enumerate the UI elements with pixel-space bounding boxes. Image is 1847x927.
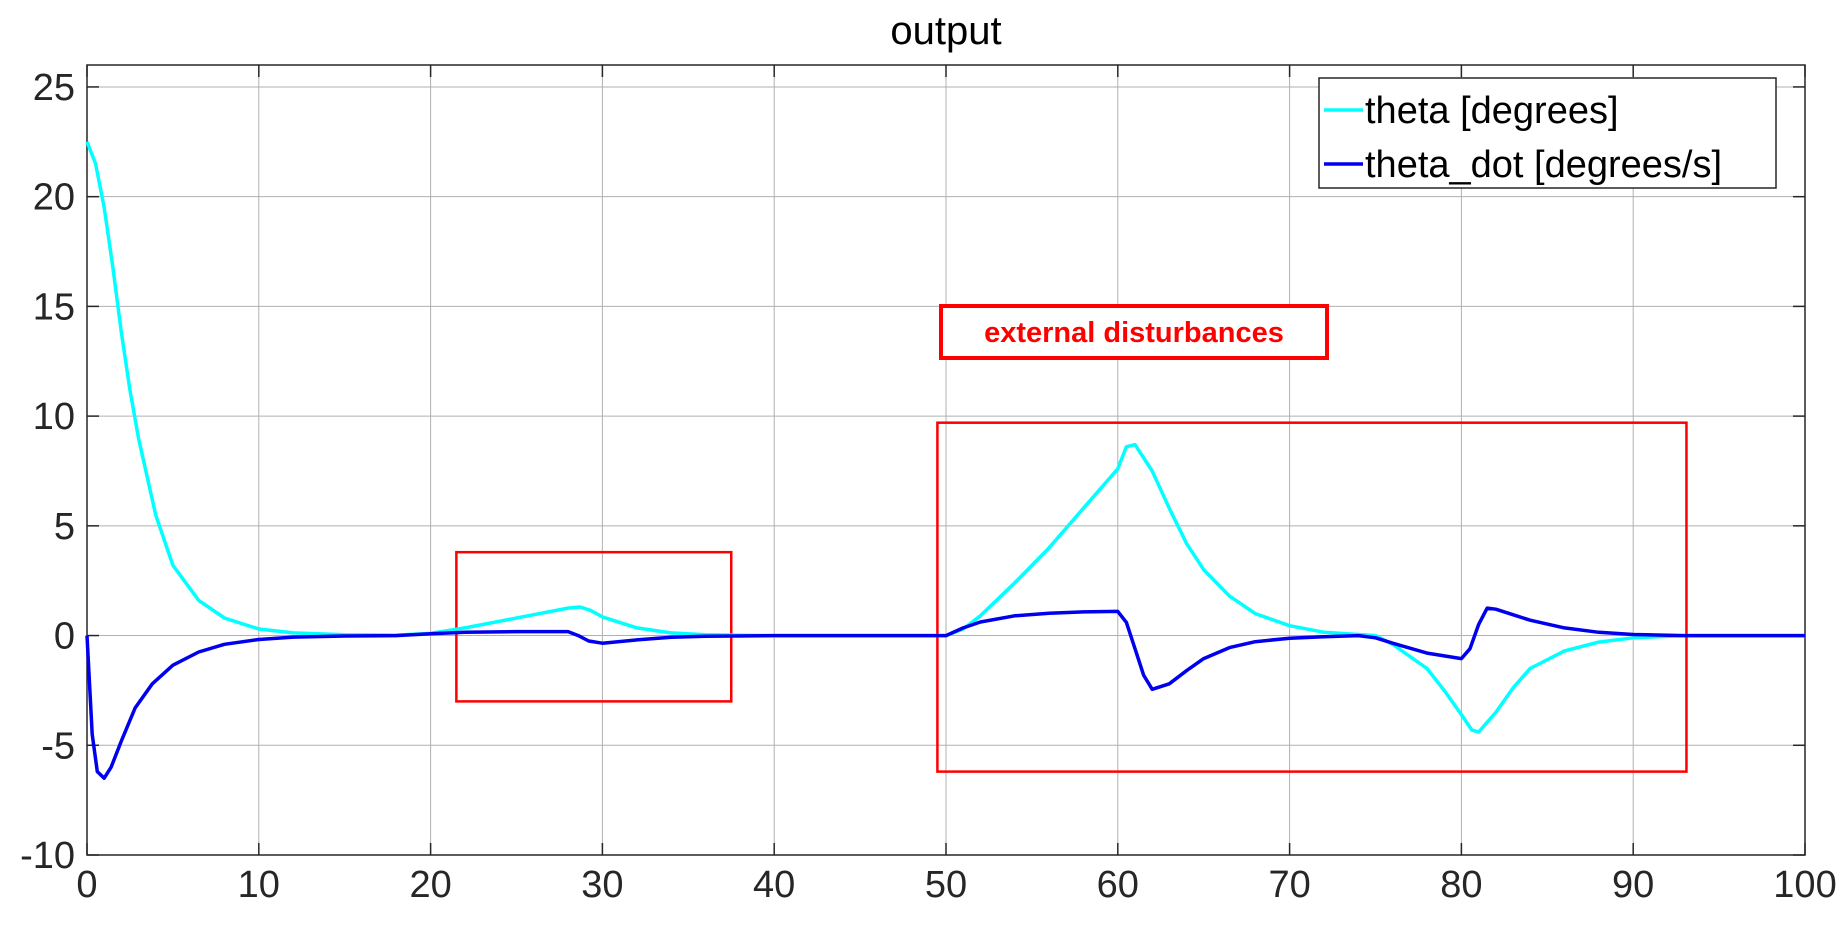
y-tick-label: 10 xyxy=(33,396,75,438)
x-tick-label: 10 xyxy=(238,864,280,906)
theta-dot-series-line xyxy=(85,606,1805,780)
y-tick-label: 20 xyxy=(33,177,75,219)
y-tick-label: 25 xyxy=(33,67,75,109)
legend-label-theta: theta [degrees] xyxy=(1365,90,1619,132)
legend-label-theta-dot: theta_dot [degrees/s] xyxy=(1365,144,1722,186)
x-tick-label: 60 xyxy=(1097,864,1139,906)
legend-box xyxy=(1318,77,1777,189)
x-tick-label: 80 xyxy=(1440,864,1482,906)
x-tick-label: 90 xyxy=(1612,864,1654,906)
x-tick-label: 100 xyxy=(1773,864,1836,906)
x-tick-label: 0 xyxy=(76,864,97,906)
legend: theta [degrees] theta_dot [degrees/s] xyxy=(1318,77,1777,189)
annotation-external-disturbances: external disturbances xyxy=(939,304,1329,360)
x-tick-label: 30 xyxy=(581,864,623,906)
y-tick-label: -5 xyxy=(41,725,75,767)
annotation-text: external disturbances xyxy=(984,317,1284,349)
x-tick-label: 20 xyxy=(409,864,451,906)
plot-area: 0 10 20 30 40 50 60 70 80 90 100 -10 -5 0 5 10 15 20 25 ext… xyxy=(20,64,1837,906)
x-tick-label: 50 xyxy=(925,864,967,906)
x-tick-label: 40 xyxy=(753,864,795,906)
annotation-box xyxy=(939,304,1329,360)
disturbance-region-box xyxy=(936,421,1688,773)
y-tick-label: 15 xyxy=(33,286,75,328)
y-tick-label: 5 xyxy=(54,506,75,548)
y-tick-label: -10 xyxy=(20,835,75,877)
y-tick-label: 0 xyxy=(54,616,75,658)
theta-series-line xyxy=(85,141,1805,734)
disturbance-region-box xyxy=(455,550,733,703)
x-tick-label: 70 xyxy=(1268,864,1310,906)
chart-title: output xyxy=(890,9,1001,53)
